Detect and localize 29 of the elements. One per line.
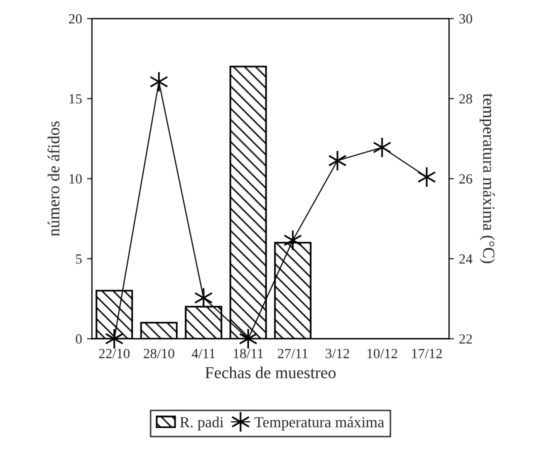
y-tick-label: 5 — [76, 254, 82, 264]
y2-tick-label: 24 — [459, 254, 472, 264]
point — [372, 136, 392, 158]
legend-label: R. padi — [180, 416, 224, 430]
x-tick-label: 22/10 — [99, 348, 130, 358]
y-tick-label: 15 — [70, 94, 82, 104]
x-tick-label: 10/12 — [367, 348, 398, 358]
y-tick-label: 10 — [70, 174, 82, 184]
x-tick-label: 27/11 — [278, 348, 308, 358]
x-tick-label: 17/12 — [412, 348, 442, 358]
x-tick-label: 3/12 — [326, 348, 350, 358]
x-tick-label: 4/11 — [192, 348, 215, 358]
point — [150, 71, 168, 92]
x-axis-title: Fechas de muestreo — [205, 366, 336, 378]
x-tick-label: 28/10 — [144, 348, 174, 358]
y2-tick-label: 22 — [459, 334, 472, 344]
y-tick-label: 20 — [68, 14, 82, 24]
y2-tick-label: 28 — [459, 94, 472, 104]
x-tick-label: 18/11 — [234, 348, 263, 358]
legend-label: Temperatura máxima — [254, 416, 384, 430]
y2-axis-title: temperatura máxima (°C) — [480, 94, 495, 264]
point — [417, 166, 436, 188]
point — [284, 230, 302, 251]
y2-tick-label: 30 — [459, 14, 472, 24]
point — [328, 150, 347, 172]
y-tick-label: 0 — [76, 334, 82, 344]
y-axis-title: número de áfidos — [48, 121, 60, 236]
y2-tick-label: 26 — [459, 174, 472, 184]
point — [194, 287, 213, 308]
